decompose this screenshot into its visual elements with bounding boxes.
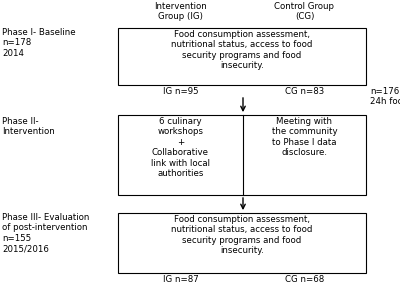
Text: Control Group
(CG): Control Group (CG) — [274, 2, 334, 21]
Text: Phase III- Evaluation
of post-intervention
n=155
2015/2016: Phase III- Evaluation of post-interventi… — [2, 213, 89, 253]
Text: Meeting with
the community
to Phase I data
disclosure.: Meeting with the community to Phase I da… — [272, 117, 337, 157]
Text: Food consumption assessment,
nutritional status, access to food
security program: Food consumption assessment, nutritional… — [171, 215, 313, 255]
Text: IG n=95: IG n=95 — [163, 87, 198, 96]
Text: Intervention
Group (IG): Intervention Group (IG) — [154, 2, 207, 21]
Bar — [118, 115, 366, 195]
Text: Food consumption assessment,
nutritional status, access to food
security program: Food consumption assessment, nutritional… — [171, 30, 313, 70]
Text: 6 culinary
workshops
+
Collaborative
link with local
authorities: 6 culinary workshops + Collaborative lin… — [151, 117, 210, 178]
Bar — [118, 28, 366, 85]
Text: Phase II-
Intervention: Phase II- Intervention — [2, 117, 55, 136]
Text: CG n=68: CG n=68 — [285, 275, 324, 284]
Text: Phase I- Baseline
n=178
2014: Phase I- Baseline n=178 2014 — [2, 28, 76, 58]
Text: n=176
24h food recalls: n=176 24h food recalls — [370, 87, 400, 106]
Bar — [118, 213, 366, 273]
Text: IG n=87: IG n=87 — [163, 275, 198, 284]
Text: CG n=83: CG n=83 — [285, 87, 324, 96]
